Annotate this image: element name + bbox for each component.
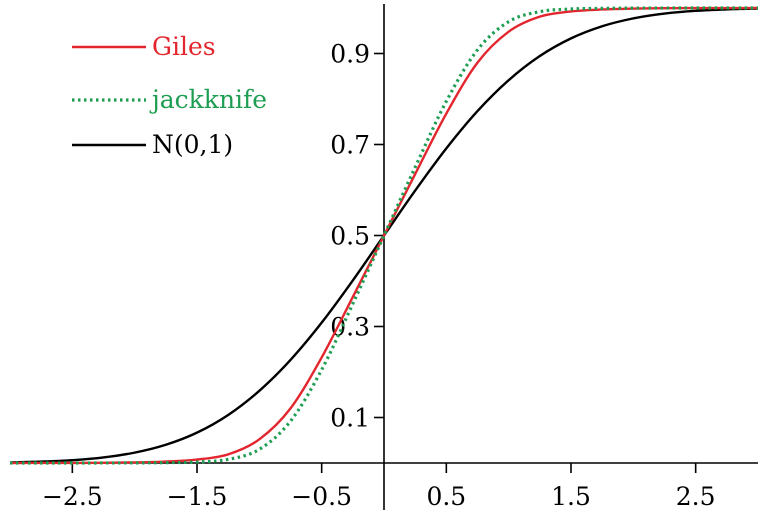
series-lines: [9, 6, 759, 465]
x-tick-label: −0.5: [291, 482, 352, 511]
legend-label: Giles: [152, 32, 216, 61]
x-tick-label: −1.5: [167, 482, 228, 511]
y-axis-ticks: 0.1 0.3 0.5 0.7 0.9: [330, 40, 384, 433]
y-tick-label: 0.5: [330, 222, 370, 251]
y-tick-label: 0.3: [330, 313, 370, 342]
legend-label: jackknife: [149, 85, 267, 114]
y-tick-label: 0.9: [330, 40, 370, 69]
x-tick-label: 0.5: [426, 482, 466, 511]
x-axis-ticks: −2.5 −1.5 −0.5 0.5 1.5 2.5: [42, 463, 716, 511]
legend-label: N(0,1): [152, 130, 233, 159]
x-tick-label: −2.5: [42, 482, 103, 511]
x-tick-label: 2.5: [676, 482, 716, 511]
y-tick-label: 0.7: [330, 131, 370, 160]
x-tick-label: 1.5: [551, 482, 591, 511]
axes: [10, 4, 758, 510]
series-line-giles: [9, 6, 759, 465]
y-tick-label: 0.1: [330, 404, 370, 433]
legend: Giles jackknife N(0,1): [72, 32, 267, 159]
